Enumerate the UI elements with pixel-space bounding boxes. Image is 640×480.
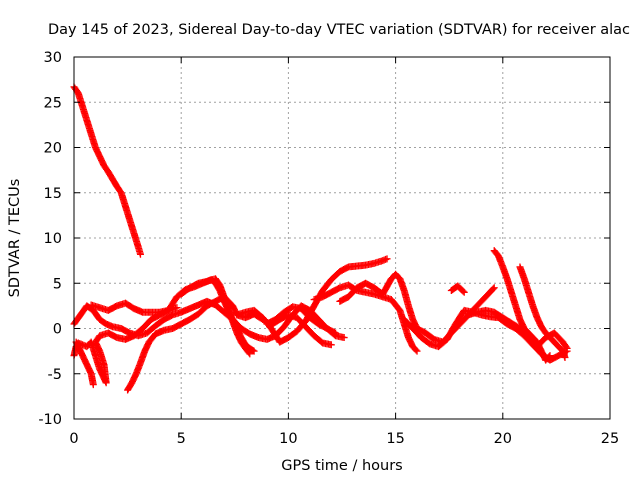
- data-point: [489, 285, 497, 293]
- x-axis-label: GPS time / hours: [281, 458, 402, 474]
- axis-ticks: [73, 56, 611, 420]
- axis-tick-labels: 0 5 10 15 20 25 -10 -5 0 5 10 15 20 25 30: [38, 50, 619, 447]
- data-point: [562, 343, 570, 351]
- y-tick-label: 15: [44, 186, 62, 202]
- data-point: [546, 352, 554, 360]
- chart-title: Day 145 of 2023, Sidereal Day-to-day VTE…: [48, 22, 630, 38]
- series-arc-12: [447, 282, 468, 296]
- series-arc-13: [400, 306, 571, 364]
- y-tick-label: 30: [44, 50, 62, 66]
- data-point: [327, 341, 335, 349]
- data-point: [136, 250, 144, 258]
- series-arc-9: [263, 303, 348, 342]
- x-tick-label: 15: [386, 431, 404, 447]
- series-arc-7: [177, 275, 254, 358]
- y-axis-label: SDTVAR / TECUs: [7, 179, 23, 298]
- series-arc-6: [87, 299, 181, 316]
- data-point: [246, 350, 254, 358]
- data-point: [563, 344, 571, 352]
- series-arc-1: [70, 83, 144, 258]
- y-tick-label: 0: [53, 322, 62, 338]
- data-point: [413, 347, 421, 355]
- data-points: [70, 83, 571, 394]
- x-tick-label: 10: [279, 431, 297, 447]
- data-point: [490, 284, 498, 292]
- data-point: [89, 381, 97, 389]
- y-tick-label: 20: [44, 141, 62, 157]
- x-tick-label: 0: [69, 431, 78, 447]
- series-arc-16: [464, 306, 571, 352]
- data-point: [245, 349, 253, 357]
- series-arc-4: [124, 255, 391, 394]
- y-tick-label: 5: [53, 276, 62, 292]
- series-arc-3: [72, 338, 97, 389]
- series-arc-15: [516, 263, 569, 361]
- data-point: [561, 353, 569, 361]
- x-tick-label: 20: [494, 431, 512, 447]
- data-point: [412, 346, 420, 354]
- data-point: [545, 353, 553, 361]
- y-tick-label: 25: [44, 95, 62, 111]
- data-point: [460, 288, 468, 296]
- data-point: [340, 334, 348, 342]
- y-tick-label: -10: [38, 412, 62, 428]
- grid-lines: [74, 57, 610, 419]
- series-arc-14: [490, 247, 554, 364]
- data-point: [173, 304, 181, 312]
- x-tick-label: 5: [177, 431, 186, 447]
- y-tick-label: 10: [44, 231, 62, 247]
- x-tick-label: 25: [601, 431, 619, 447]
- data-point: [250, 347, 258, 355]
- data-point: [383, 255, 391, 263]
- y-tick-label: -5: [48, 367, 62, 383]
- data-point: [459, 287, 467, 295]
